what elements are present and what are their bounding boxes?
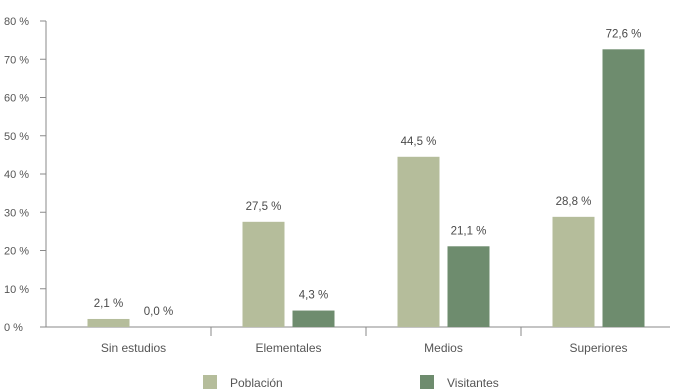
y-tick-label: 70 % (4, 54, 29, 66)
bar-poblacion (87, 318, 130, 327)
x-tick-label: Medios (424, 341, 463, 355)
data-labels: 2,1 % 0,0 % 27,5 % 4,3 % 44,5 % 21,1 % 28,8 % 7… (94, 28, 642, 318)
y-axis: 0 % 10 % 20 % 30 % 40 % 50 % 60 % 70 % 80 % (4, 16, 47, 334)
bar-poblacion (552, 216, 595, 327)
legend-swatch (203, 375, 217, 389)
y-tick-label: 50 % (4, 131, 29, 143)
x-tick-label: Elementales (255, 341, 321, 355)
y-tick-label: 20 % (4, 246, 29, 258)
bar-visitantes (602, 49, 645, 328)
x-tick-label: Sin estudios (101, 341, 166, 355)
data-label: 44,5 % (401, 136, 437, 148)
data-label: 2,1 % (94, 298, 123, 310)
y-tick-label: 60 % (4, 93, 29, 105)
bars (87, 49, 645, 328)
y-tick-label: 30 % (4, 207, 29, 219)
x-tick-label: Superiores (569, 341, 627, 355)
legend-label: Población (230, 376, 283, 390)
y-tick-label: 40 % (4, 169, 29, 181)
data-label: 28,8 % (556, 196, 592, 208)
legend-swatch (420, 375, 434, 389)
data-label: 0,0 % (144, 306, 173, 318)
bar-poblacion (242, 221, 285, 327)
data-label: 4,3 % (299, 290, 328, 302)
y-tick-label: 10 % (4, 284, 29, 296)
data-label: 21,1 % (451, 225, 487, 237)
y-tick-label: 0 % (4, 322, 23, 334)
bar-visitantes (447, 246, 490, 327)
x-axis: Sin estudios Elementales Medios Superiores (46, 326, 670, 355)
bar-visitantes (292, 310, 335, 327)
bar-poblacion (397, 156, 440, 327)
data-label: 72,6 % (606, 28, 642, 40)
y-tick-label: 80 % (4, 16, 29, 28)
data-label: 27,5 % (246, 201, 282, 213)
legend: Población Visitantes (203, 375, 499, 390)
legend-label: Visitantes (447, 376, 499, 390)
